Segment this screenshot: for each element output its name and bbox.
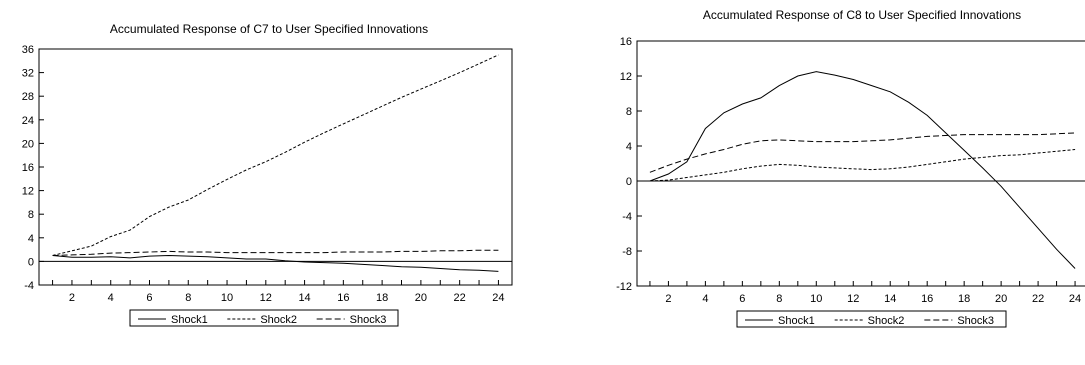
x-tick-label: 16 <box>337 292 349 304</box>
chart-title: Accumulated Response of C8 to User Speci… <box>703 8 1021 22</box>
y-tick-label: -4 <box>24 280 34 292</box>
x-tick-label: 20 <box>415 292 427 304</box>
legend-box <box>129 309 399 327</box>
chart-2: Accumulated Response of C8 to User Speci… <box>616 8 1085 328</box>
y-tick-label: 28 <box>22 91 34 103</box>
x-tick-label: 24 <box>1069 293 1081 305</box>
series-line-shock1 <box>649 71 1076 269</box>
x-tick-label: 10 <box>221 292 233 304</box>
x-tick-label: 12 <box>847 293 859 305</box>
x-tick-label: 24 <box>492 292 504 304</box>
y-tick-label: -4 <box>622 211 632 223</box>
series-line-shock2 <box>52 54 499 256</box>
x-tick-label: 8 <box>776 293 782 305</box>
x-tick-label: 2 <box>69 292 75 304</box>
legend-label-shock3: Shock3 <box>957 315 994 327</box>
x-tick-label: 4 <box>108 292 114 304</box>
chart-title: Accumulated Response of C7 to User Speci… <box>110 22 428 36</box>
chart-1: Accumulated Response of C7 to User Speci… <box>22 22 513 327</box>
x-tick-label: 14 <box>884 293 896 305</box>
series-line-shock1 <box>52 254 499 272</box>
y-tick-label: -12 <box>616 281 632 293</box>
x-tick-label: 8 <box>185 292 191 304</box>
legend: Shock1 Shock2 Shock3 <box>736 310 1007 328</box>
y-tick-label: 24 <box>22 115 34 127</box>
x-tick-label: 18 <box>958 293 970 305</box>
y-tick-label: 20 <box>22 138 34 150</box>
x-tick-label: 6 <box>739 293 745 305</box>
legend-label-shock1: Shock1 <box>778 315 815 327</box>
plot-frame <box>636 40 1085 287</box>
x-tick-label: 22 <box>1032 293 1044 305</box>
x-tick-label: 4 <box>702 293 708 305</box>
y-tick-label: 4 <box>28 233 34 245</box>
legend-label-shock1: Shock1 <box>171 314 208 326</box>
x-tick-label: 22 <box>454 292 466 304</box>
plot-frame <box>38 48 513 286</box>
y-tick-label: 12 <box>620 71 632 83</box>
legend-label-shock2: Shock2 <box>868 315 905 327</box>
y-tick-label: 36 <box>22 44 34 56</box>
legend-label-shock3: Shock3 <box>350 314 387 326</box>
series-line-shock2 <box>649 149 1076 182</box>
x-tick-label: 10 <box>810 293 822 305</box>
y-tick-label: 16 <box>620 36 632 48</box>
x-tick-label: 16 <box>921 293 933 305</box>
y-tick-label: 12 <box>22 186 34 198</box>
legend: Shock1 Shock2 Shock3 <box>129 309 399 327</box>
series-line-shock3 <box>649 132 1076 173</box>
series-line-shock3 <box>52 249 499 256</box>
y-tick-label: 32 <box>22 68 34 80</box>
y-tick-label: 16 <box>22 162 34 174</box>
x-tick-label: 6 <box>146 292 152 304</box>
y-tick-label: 4 <box>626 141 632 153</box>
y-tick-label: 8 <box>626 106 632 118</box>
x-tick-label: 2 <box>665 293 671 305</box>
y-tick-label: 0 <box>626 176 632 188</box>
x-tick-label: 18 <box>376 292 388 304</box>
y-tick-label: 0 <box>28 256 34 268</box>
x-tick-label: 12 <box>260 292 272 304</box>
x-tick-label: 14 <box>298 292 310 304</box>
y-tick-label: -8 <box>622 246 632 258</box>
legend-label-shock2: Shock2 <box>260 314 297 326</box>
y-tick-label: 8 <box>28 209 34 221</box>
legend-box <box>736 310 1007 328</box>
x-tick-label: 20 <box>995 293 1007 305</box>
